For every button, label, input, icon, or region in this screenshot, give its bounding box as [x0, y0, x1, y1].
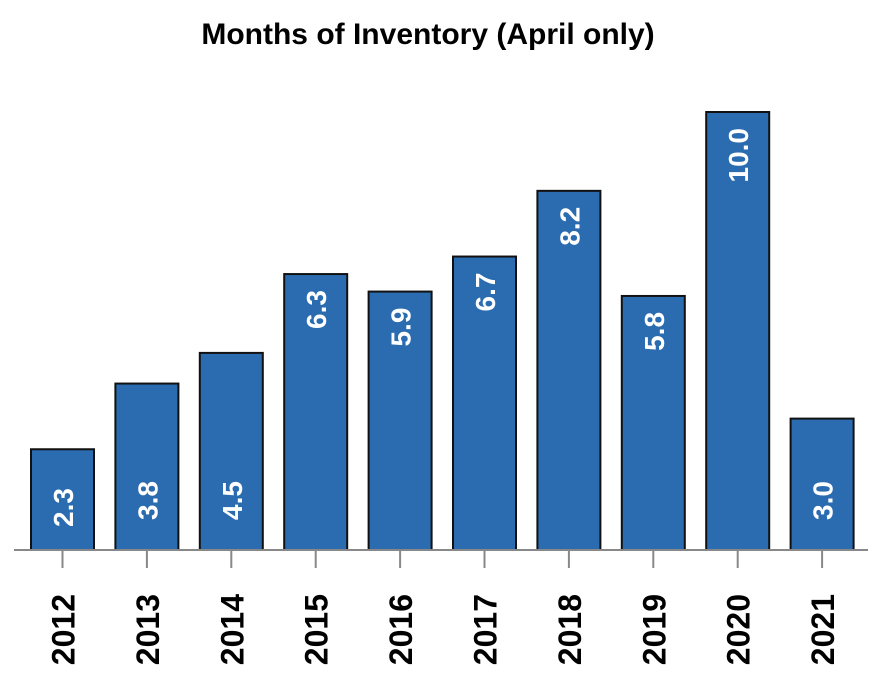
tick-label-2017: 2017: [468, 594, 504, 665]
bar-2016: [367, 290, 433, 551]
chart-title: Months of Inventory (April only): [201, 18, 654, 51]
bars-group: 2.3 3.8 4.5 6.3 5.9 6.7 8.2 5.8 10.0 3.0: [30, 111, 855, 552]
value-label-2015: 6.3: [301, 290, 332, 329]
tick-label-2018: 2018: [552, 594, 588, 665]
tick-label-2021: 2021: [805, 594, 841, 665]
bar-2013: [114, 382, 180, 551]
value-label-2021: 3.0: [808, 481, 839, 520]
tick-label-2015: 2015: [299, 594, 335, 665]
bar-2020: [705, 111, 771, 551]
bar-2015: [283, 273, 349, 551]
tick-label-2014: 2014: [214, 594, 250, 665]
value-label-2014: 4.5: [217, 481, 248, 520]
tick-label-2013: 2013: [130, 594, 166, 665]
tick-label-2012: 2012: [46, 594, 82, 665]
value-label-2012: 2.3: [48, 488, 79, 527]
x-ticks-group: 2012 2013 2014 2015 2016 2017 2018 2019 2020 2021: [46, 550, 841, 665]
tick-label-2020: 2020: [721, 594, 757, 665]
bar-2012: [30, 448, 95, 552]
value-label-2017: 6.7: [470, 273, 501, 312]
value-label-2019: 5.8: [639, 312, 670, 351]
value-label-2020: 10.0: [723, 128, 754, 183]
bar-2018: [536, 189, 602, 551]
value-label-2016: 5.9: [386, 308, 417, 347]
value-label-2018: 8.2: [554, 207, 585, 246]
bar-2014: [198, 351, 264, 551]
value-label-2013: 3.8: [132, 481, 163, 520]
tick-label-2019: 2019: [636, 594, 672, 665]
tick-label-2016: 2016: [383, 594, 419, 665]
